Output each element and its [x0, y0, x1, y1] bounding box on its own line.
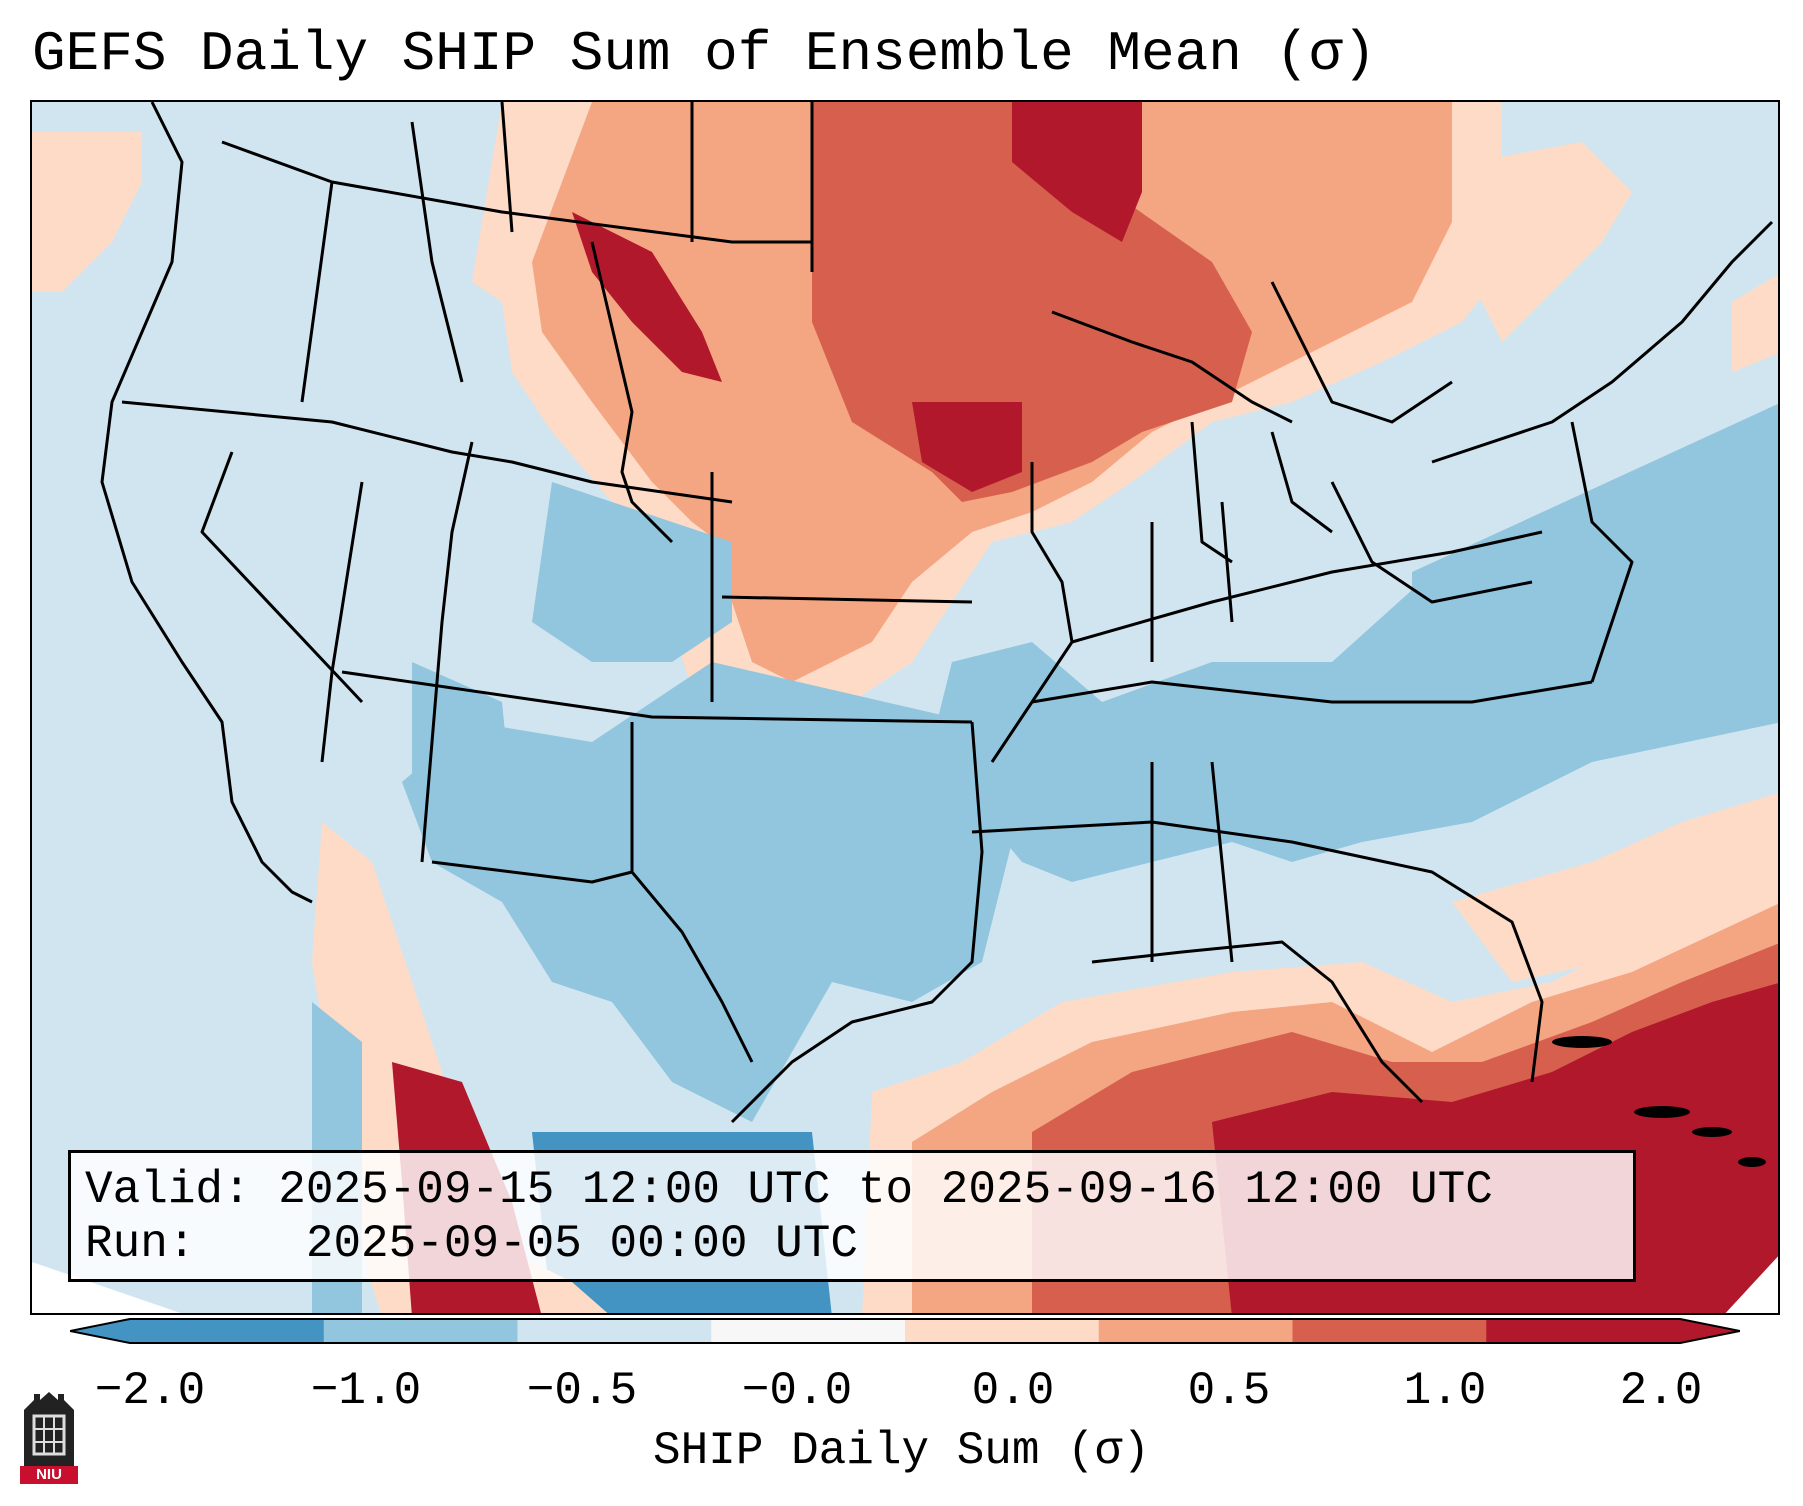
colorbar-segment — [1486, 1318, 1681, 1344]
valid-label: Valid: — [85, 1164, 251, 1216]
niu-logo — [24, 1392, 74, 1466]
colorbar-tick-label: −1.0 — [310, 1365, 422, 1417]
colorbar-segment — [711, 1318, 906, 1344]
map-canvas — [32, 102, 1778, 1313]
colorbar-segment — [517, 1318, 712, 1344]
colorbar-tick-label: 1.0 — [1403, 1365, 1487, 1417]
colorbar-tick-label: 0.0 — [971, 1365, 1055, 1417]
colorbar-extend-high — [1680, 1318, 1740, 1344]
colorbar-segment — [1292, 1318, 1487, 1344]
valid-info-box: Valid: 2025-09-15 12:00 UTC to 2025-09-1… — [68, 1150, 1636, 1282]
colorbar-segments — [70, 1318, 1740, 1344]
run-label: Run: — [85, 1218, 196, 1270]
colorbar-extend-low — [70, 1318, 130, 1344]
colorbar-segment — [1098, 1318, 1293, 1344]
run-value: 2025-09-05 00:00 UTC — [305, 1218, 858, 1270]
niu-logo-text: NIU — [20, 1466, 78, 1484]
colorbar-tick-label: −0.5 — [526, 1365, 638, 1417]
colorbar-segment — [323, 1318, 518, 1344]
colorbar-outline — [70, 1318, 1740, 1344]
colorbar-tick-label: 2.0 — [1619, 1365, 1703, 1417]
map-panel: Valid: 2025-09-15 12:00 UTC to 2025-09-1… — [30, 100, 1780, 1315]
map-title: GEFS Daily SHIP Sum of Ensemble Mean (σ) — [32, 22, 1377, 86]
colorbar-segment — [905, 1318, 1100, 1344]
colorbar-tick-label: −2.0 — [94, 1365, 206, 1417]
colorbar-tick-label: −0.0 — [741, 1365, 853, 1417]
colorbar — [70, 1318, 1740, 1344]
colorbar-tick-label: 0.5 — [1187, 1365, 1271, 1417]
valid-value: 2025-09-15 12:00 UTC to 2025-09-16 12:00… — [278, 1164, 1493, 1216]
colorbar-segment — [130, 1318, 325, 1344]
colorbar-label: SHIP Daily Sum (σ) — [653, 1425, 1150, 1477]
